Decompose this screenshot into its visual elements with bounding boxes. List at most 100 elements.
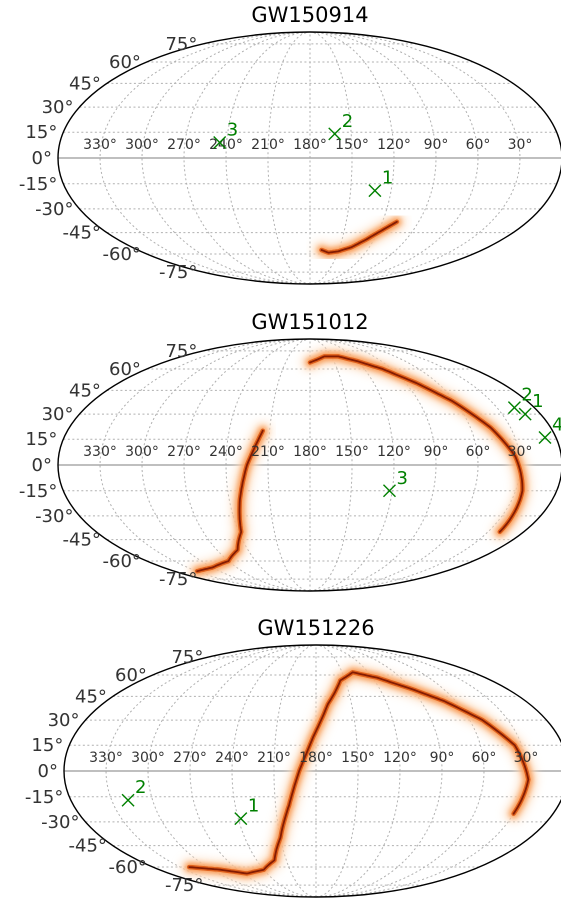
lon-tick-label: 60° [466,444,491,460]
lon-tick-label: 30° [508,137,533,153]
lat-tick-label: 75° [165,341,197,362]
skymap-panel-3: 330° 300° 270° 240° 210° 180° 150° 120° 90° 60° 30… [25,616,561,898]
marker-cross [382,484,396,498]
marker-label: 4 [552,415,561,436]
lat-tick-label: -30° [35,506,73,527]
meridian-line [315,645,485,897]
lon-tick-label: 150° [341,750,375,766]
marker-1: 1 [518,391,544,421]
lat-tick-label: -45° [63,530,101,551]
lat-tick-label: -75° [159,262,197,283]
lat-tick-label: -60° [103,551,141,572]
marker-2: 2 [121,777,147,807]
lon-tick-label: 330° [83,444,117,460]
map-border [57,31,561,285]
meridian-line [315,645,443,897]
marker-label: 1 [532,391,543,412]
skymap-panel-1: 330° 300° 270° 240° 210° 180° 150° 120° 90° 60° 30… [19,3,561,285]
lon-tick-label: 300° [125,444,159,460]
chart-title: GW150914 [251,3,368,27]
lon-tick-label: 240° [209,444,243,460]
lat-tick-label: -75° [159,569,197,590]
map-area [58,339,561,591]
lon-tick-label: 30° [514,750,539,766]
credible-region-peak [196,429,264,573]
meridian-line [189,645,317,897]
lat-tick-label: 15° [25,429,57,450]
marker-cross [328,127,342,141]
marker-cross [518,407,532,421]
meridian-line [99,32,311,284]
marker-label: 1 [382,168,393,189]
chart-title: GW151012 [251,310,368,334]
meridian-line [105,645,317,897]
marker-label: 2 [342,111,353,132]
lon-tick-label: 30° [508,444,533,460]
marker-label: 2 [521,385,532,406]
lon-tick-label: 300° [125,137,159,153]
marker-3: 3 [213,119,238,149]
lat-tick-label: -45° [69,836,107,857]
lon-tick-label: 120° [377,137,411,153]
marker-label: 3 [396,468,407,489]
marker-cross [234,812,248,826]
credible-region-peak [188,671,530,875]
marker-label: 1 [248,796,259,817]
credible-region-50 [184,667,533,878]
lat-tick-label: 45° [69,380,101,401]
lat-tick-label: 45° [69,73,101,94]
meridian-line [315,645,527,897]
lat-tick-label: -15° [19,481,57,502]
meridian-line [309,339,479,591]
lon-tick-label: 210° [251,444,285,460]
marker-label: 2 [135,777,146,798]
lat-tick-label: -45° [63,223,101,244]
credible-region-core [186,670,531,876]
lat-tick-label: 75° [171,647,203,668]
lat-tick-label: 15° [31,735,63,756]
lon-tick-label: 90° [424,137,449,153]
marker-2: 2 [328,111,353,141]
meridian-line [309,32,437,284]
lon-tick-label: 270° [167,444,201,460]
meridian-line [309,32,521,284]
lon-tick-label: 180° [299,750,333,766]
lon-tick-label: 300° [131,750,165,766]
lat-tick-label: 0° [32,148,52,169]
lon-tick-label: 270° [167,137,201,153]
lat-tick-label: -15° [25,787,63,808]
meridian-line [309,32,479,284]
lon-tick-label: 120° [377,444,411,460]
lon-tick-label: 90° [430,750,455,766]
lon-tick-label: 90° [424,444,449,460]
lon-tick-label: 60° [466,137,491,153]
marker-1: 1 [368,168,393,198]
lat-tick-label: 30° [48,710,80,731]
marker-cross [213,135,227,149]
lat-tick-label: -75° [165,875,203,896]
lat-tick-label: 75° [165,34,197,55]
marker-cross [507,401,521,415]
lat-tick-label: -15° [19,174,57,195]
meridian-line [99,339,311,591]
meridian-line [141,32,311,284]
marker-label: 3 [227,119,238,140]
lon-tick-label: 210° [257,750,291,766]
map-border [63,644,561,898]
lon-tick-label: 330° [89,750,123,766]
map-area [58,32,561,284]
marker-cross [121,793,135,807]
meridian-line [183,32,311,284]
lon-tick-label: 240° [215,750,249,766]
marker-4: 4 [538,415,561,444]
lon-tick-label: 330° [83,137,117,153]
lat-tick-label: 0° [38,761,58,782]
lat-tick-label: -30° [35,199,73,220]
lat-tick-label: 15° [25,122,57,143]
lon-tick-label: 150° [335,137,369,153]
lat-tick-label: -60° [109,857,147,878]
skymap-panel-2: 330° 300° 270° 240° 210° 180° 150° 120° 90° 60° 30… [19,310,561,592]
lat-tick-label: 45° [75,686,107,707]
map-border [57,338,561,592]
lon-tick-label: 270° [173,750,207,766]
